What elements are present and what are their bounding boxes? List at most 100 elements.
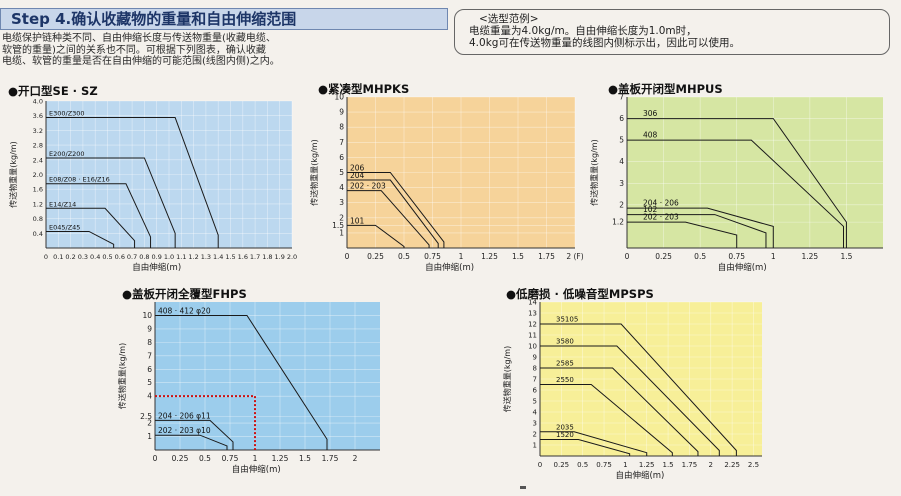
x-tick-label: 0.25 (655, 252, 672, 261)
series-line (627, 118, 847, 248)
y-tick-label: 5 (619, 136, 624, 145)
series-line (540, 431, 648, 456)
y-tick-label: 4 (533, 409, 538, 417)
step-title: Step 4.确认收藏物的重量和自由伸缩范围 (0, 8, 448, 30)
x-tick-label: 2.5 (748, 461, 759, 469)
y-tick-label: 6 (147, 365, 152, 374)
x-tick-label: 0.25 (367, 252, 384, 261)
x-tick-label: 0.75 (596, 461, 612, 469)
y-tick-label: 1 (339, 228, 344, 237)
y-tick-label: 10 (528, 343, 537, 351)
y-tick-label: 7 (533, 376, 537, 384)
chart-mhpus: 1.2 2 3 4 5 6 7 0 0.25 0.5 0.75 1 1.25 1.5 自由伸缩(m) 传送物重… (589, 93, 883, 273)
series-label: 2585 (556, 360, 574, 368)
plot-area (155, 302, 380, 450)
series-line (627, 139, 845, 248)
x-tick-label: 1.5 (840, 252, 852, 261)
x-tick-label: 0.75 (728, 252, 745, 261)
y-tick-label: 5 (533, 398, 537, 406)
x-tick-label: 1.25 (272, 454, 289, 463)
x-tick-label: 0.4 (90, 253, 100, 261)
y-tick-label: 3 (533, 420, 537, 428)
y-tick-label: 4.0 (33, 98, 43, 106)
series-line (627, 214, 767, 248)
x-tick-label: 1 (771, 252, 776, 261)
series-line (347, 224, 405, 248)
intro-text: 电缆保护链种类不同、自由伸缩长度与传送物重量(收藏电缆、 软管的重量)之间的关系… (2, 33, 448, 68)
example-line: 4.0kg可在传送物重量的线图内侧标示出，因此可以使用。 (469, 37, 740, 49)
series-line (46, 157, 176, 248)
x-tick-label: 0.2 (65, 253, 75, 261)
y-tick-label: 3.2 (33, 127, 43, 135)
y-tick-label: 6 (339, 153, 344, 162)
x-axis-label: 自由伸缩(m) (232, 464, 281, 475)
x-tick-label: 1.5 (512, 252, 524, 261)
y-tick-label: 10 (334, 93, 344, 102)
y-axis-label: 传送物重量(kg/m) (309, 139, 319, 205)
series-label: E14/Z14 (49, 200, 76, 208)
x-tick-label: 1.0 (164, 253, 174, 261)
series-label: 306 (643, 109, 658, 118)
series-line (627, 207, 774, 248)
y-tick-label: 2 (619, 200, 624, 209)
chart-title-fhps: ●盖板开闭全覆型FHPS (122, 287, 247, 301)
y-tick-label: 2 (533, 431, 537, 439)
x-tick-label: 0.3 (78, 253, 88, 261)
x-tick-label: 0 (44, 253, 48, 261)
y-tick-label: 9 (339, 108, 344, 117)
x-tick-label: 1.7 (250, 253, 260, 261)
x-tick-label: 1 (253, 454, 258, 463)
series-label: 204 · 206 φ11 (158, 411, 211, 420)
y-tick-label: 1.5 (332, 221, 344, 230)
x-tick-label: 0 (153, 454, 158, 463)
y-axis-label: 传送物重量(kg/m) (502, 346, 512, 412)
x-tick-label: 2 (709, 461, 713, 469)
y-tick-label: 3 (339, 198, 344, 207)
example-marker (155, 395, 256, 450)
series-line (540, 345, 720, 456)
series-label: 202 · 203 (643, 213, 679, 222)
y-tick-label: 1 (533, 442, 537, 450)
x-tick-label: 0 (538, 461, 542, 469)
y-tick-label: 1.2 (612, 218, 624, 227)
y-axis-label: 传送物重量(kg/m) (8, 141, 18, 207)
y-tick-label: 2 (147, 419, 152, 428)
x-tick-label: 1.25 (481, 252, 498, 261)
x-tick-label: 1.5 (299, 454, 311, 463)
y-tick-label: 11 (528, 332, 537, 340)
chart-title-mpsps: ●低磨损 · 低噪音型MPSPS (506, 287, 654, 301)
chart-title-mhpks: ●紧凑型MHPKS (318, 82, 410, 96)
example-line: 电缆重量为4.0kg/m。自由伸缩长度为1.0m时， (469, 25, 697, 37)
x-axis-label: 自由伸缩(m) (425, 262, 474, 273)
x-tick-label: 0.8 (139, 253, 149, 261)
series-label: 3580 (556, 338, 574, 346)
series-label: 408 · 412 φ20 (158, 306, 211, 315)
series-label: 202 · 203 (350, 182, 386, 191)
series-label: 206 (350, 164, 365, 173)
y-tick-label: 10 (142, 311, 152, 320)
x-tick-label: 1.75 (538, 252, 555, 261)
x-tick-label: 1.4 (213, 253, 223, 261)
y-tick-label: 4 (339, 183, 344, 192)
series-label: 408 (643, 131, 658, 140)
chart-title-se: ●开口型SE · SZ (8, 84, 98, 98)
intro-line: 电缆、软管的重量是否在自由伸缩的可能范围(线图内侧)之内。 (2, 56, 280, 67)
series-label: 2550 (556, 376, 574, 384)
series-label: 204 (350, 171, 365, 180)
y-tick-label: 9 (533, 354, 537, 362)
x-tick-label: 0.25 (554, 461, 570, 469)
x-tick-label: 0.5 (102, 253, 112, 261)
y-tick-label: 12 (528, 321, 537, 329)
y-tick-label: 1.6 (33, 186, 43, 194)
x-tick-label: 0 (625, 252, 630, 261)
y-tick-label: 7 (619, 93, 624, 102)
chart-title-mhpus: ●盖板开闭型MHPUS (608, 82, 723, 96)
x-tick-label: 1.3 (201, 253, 211, 261)
x-tick-label: 0.75 (222, 454, 239, 463)
x-tick-label: 2.0 (287, 253, 297, 261)
series-line (540, 384, 673, 456)
x-tick-label: 1.1 (176, 253, 186, 261)
y-axis-label: 传送物重量(kg/m) (117, 343, 127, 409)
